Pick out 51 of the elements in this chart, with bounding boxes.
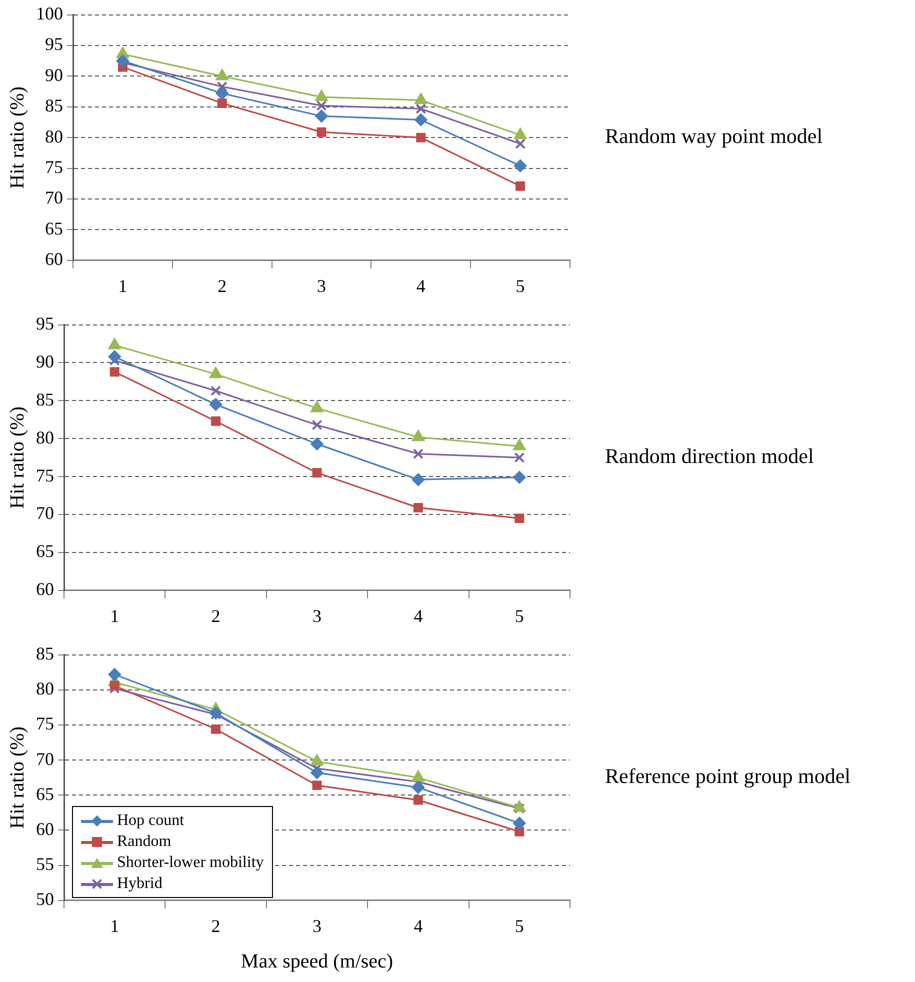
y-tick-label: 65 (36, 784, 54, 804)
y-axis-title: Hit ratio (%) (6, 86, 28, 189)
x-tick-label: 5 (514, 606, 524, 626)
x-tick-label: 5 (516, 276, 525, 296)
x-tick-label: 3 (317, 276, 326, 296)
y-tick-label: 80 (45, 126, 63, 146)
y-tick-label: 80 (36, 427, 54, 448)
y-tick-label: 65 (45, 218, 63, 238)
x-tick-label: 4 (414, 916, 423, 936)
x-axis-title: Max speed (m/sec) (240, 950, 394, 972)
y-tick-label: 100 (36, 4, 63, 24)
x-tick-label: 3 (312, 606, 322, 626)
y-tick-label: 50 (36, 889, 54, 910)
legend-label: Hop count (117, 812, 184, 830)
y-axis-title: Hit ratio (%) (6, 726, 28, 829)
x-tick-label: 4 (414, 606, 423, 626)
legend-label: Random (117, 832, 172, 851)
y-tick-label: 80 (36, 678, 54, 699)
x-tick-label: 2 (211, 606, 220, 626)
x-tick-label: 2 (211, 916, 220, 936)
text: Random direction model (605, 444, 814, 468)
y-tick-label: 95 (36, 314, 54, 334)
x-tick-label: 4 (416, 276, 426, 296)
y-tick-label: 85 (45, 96, 63, 116)
y-tick-label: 60 (45, 249, 63, 270)
x-tick-label: 3 (312, 916, 322, 936)
y-axis-title: Hit ratio (%) (6, 406, 28, 509)
legend-label: Hybrid (117, 874, 162, 893)
y-tick-label: 65 (36, 541, 54, 562)
y-tick-label: 55 (36, 854, 54, 874)
y-tick-label: 90 (36, 351, 54, 372)
x-tick-label: 1 (110, 606, 120, 626)
y-tick-label: 70 (45, 188, 63, 208)
legend-label: Shorter-lower mobility (117, 854, 264, 872)
text: Reference point group model (605, 764, 851, 788)
y-tick-label: 70 (36, 503, 54, 524)
text: Random way point model (605, 124, 823, 148)
y-tick-label: 75 (36, 714, 54, 734)
y-tick-label: 75 (36, 465, 54, 486)
x-tick-label: 5 (514, 916, 524, 936)
x-tick-label: 1 (110, 916, 120, 936)
y-tick-label: 90 (45, 64, 63, 85)
y-tick-label: 85 (36, 644, 54, 664)
x-tick-label: 1 (118, 276, 128, 296)
y-tick-label: 60 (36, 818, 54, 839)
y-tick-label: 70 (36, 748, 54, 769)
x-tick-label: 2 (218, 276, 227, 296)
y-tick-label: 60 (36, 579, 54, 600)
y-tick-label: 75 (45, 157, 63, 178)
y-tick-label: 95 (45, 34, 63, 54)
y-tick-label: 85 (36, 389, 54, 410)
